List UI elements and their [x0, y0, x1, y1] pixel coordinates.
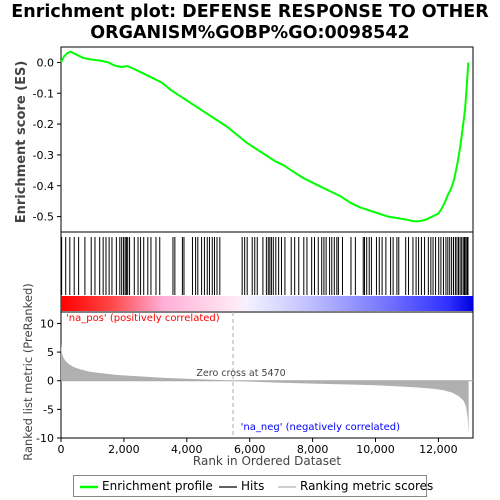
legend-profile-label: Enrichment profile: [102, 479, 213, 493]
rank-color-bar: [61, 296, 473, 311]
es-y-axis-label: Enrichment score (ES): [14, 61, 29, 224]
metric-x-axis-label: Rank in Ordered Dataset: [193, 454, 341, 468]
legend-swatches: [80, 485, 296, 489]
legend: Enrichment profile Hits Ranking metric s…: [73, 475, 433, 497]
metric-x-tick-label: 12,000: [419, 443, 458, 456]
pos-correlation-label: 'na_pos' (positively correlated): [66, 313, 220, 324]
metric-x-tick-label: 0: [58, 443, 65, 456]
metric-y-tick-label: 10: [40, 317, 54, 330]
es-y-tick-label: -0.5: [33, 211, 54, 224]
metric-x-tick-label: 10,000: [356, 443, 395, 456]
es-y-tick-label: -0.4: [33, 180, 54, 193]
chart-title-line-2: ORGANISM%GOBP%GO:0098542: [90, 23, 410, 43]
es-y-tick-label: -0.3: [33, 149, 54, 162]
neg-correlation-label: 'na_neg' (negatively correlated): [241, 422, 400, 433]
legend-metric-label: Ranking metric scores: [300, 479, 434, 493]
metric-y-tick-label: -10: [36, 432, 54, 445]
metric-x-tick-label: 2,000: [108, 443, 140, 456]
es-y-tick-label: -0.2: [33, 118, 54, 131]
metric-y-tick-label: -5: [43, 403, 54, 416]
metric-x-tick-label: 4,000: [171, 443, 203, 456]
metric-panel-frame: [60, 311, 474, 439]
es-y-tick-label: 0.0: [37, 56, 55, 69]
metric-x-tick-label: 6,000: [234, 443, 266, 456]
legend-hits-label: Hits: [241, 479, 265, 493]
zero-cross-label: Zero cross at 5470: [196, 368, 285, 379]
metric-y-tick-label: 5: [47, 346, 54, 359]
metric-y-axis-label: Ranked list metric (PreRanked): [21, 283, 35, 461]
metric-y-tick-label: 0: [47, 375, 54, 388]
es-line-enrichment-profile: [60, 50, 470, 223]
chart-title-line-1: Enrichment plot: DEFENSE RESPONSE TO OTH…: [11, 2, 489, 22]
es-y-tick-label: -0.1: [33, 87, 54, 100]
gsea-enrichment-chart: 0.0 -0.1 -0.2 -0.3 -0.4 -0.5 Enrichment score…: [14, 46, 474, 468]
metric-x-tick-label: 8,000: [297, 443, 329, 456]
es-panel-frame: [60, 46, 474, 233]
